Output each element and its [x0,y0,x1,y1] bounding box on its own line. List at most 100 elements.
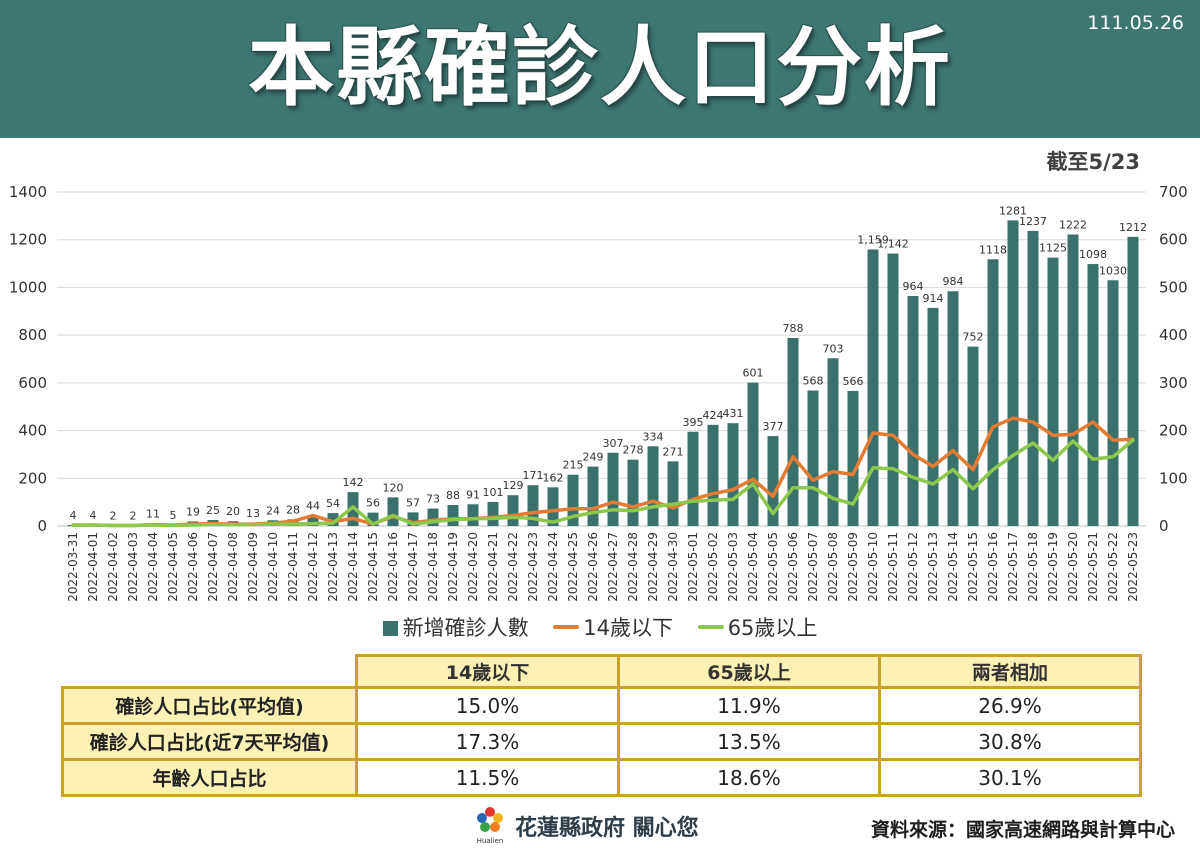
bar [727,423,739,526]
legend-label: 新增確診人數 [402,616,529,640]
logo-text: Hualien [477,837,504,845]
x-tick-label: 2022-05-09 [846,532,860,602]
table-cell: 18.6% [617,758,881,797]
table-cell: 11.9% [617,686,881,725]
bar-data-label: 1118 [979,243,1007,256]
bar [567,474,579,526]
bar [667,461,679,526]
legend-label: 65歲以上 [727,616,818,640]
x-tick-label: 2022-05-20 [1066,532,1080,602]
bar [367,512,379,526]
table-cell: 17.3% [355,722,620,761]
x-tick-label: 2022-04-23 [526,532,540,602]
bar-data-label: 4 [90,509,97,522]
bar-data-label: 395 [683,416,704,429]
header-banner: 本縣確診人口分析 111.05.26 [0,0,1200,138]
y-right-tick-label: 700 [1159,183,1188,201]
table-cell: 30.8% [878,722,1142,761]
x-tick-label: 2022-03-31 [66,532,80,602]
summary-table: 14歲以下 65歲以上 兩者相加 確診人口占比(平均值) 15.0% 11.9%… [61,654,1142,797]
bar-data-label: 424 [703,409,724,422]
bar-data-label: 25 [206,504,220,517]
data-source: 資料來源：國家高速網路與計算中心 [870,819,1175,841]
x-tick-label: 2022-05-06 [786,532,800,602]
bar [867,249,879,526]
x-tick-label: 2022-04-29 [646,532,660,602]
bar-data-label: 129 [503,479,524,492]
y-right-tick-label: 600 [1159,231,1188,249]
chart-legend: 新增確診人數 14歲以下 65歲以上 [0,614,1200,642]
bar [387,497,399,526]
table-row: 確診人口占比(平均值) 15.0% 11.9% 26.9% [61,686,1142,725]
bar [827,358,839,526]
bar-data-label: 914 [923,292,944,305]
bar [527,485,539,526]
y-right-tick-label: 300 [1159,374,1188,392]
x-tick-label: 2022-04-28 [626,532,640,602]
bar-data-label: 24 [266,504,280,517]
x-tick-label: 2022-04-10 [266,532,280,602]
bar-data-label: 271 [663,445,684,458]
bar-data-label: 11 [146,507,160,520]
bar [687,431,699,526]
y-right-tick-label: 100 [1159,469,1188,487]
bar-data-label: 215 [563,459,584,472]
bar [947,291,959,526]
x-tick-label: 2022-04-03 [126,532,140,602]
bar-data-label: 56 [366,497,380,510]
y-left-tick-label: 600 [18,374,47,392]
bar [1047,257,1059,526]
bar [787,338,799,526]
bar-data-label: 2 [110,510,117,523]
y-left-tick-label: 0 [37,517,47,535]
table-row-label: 確診人口占比(近7天平均值) [61,722,358,761]
x-tick-label: 2022-04-20 [466,532,480,602]
x-tick-label: 2022-05-05 [766,532,780,602]
bar-data-label: 91 [466,488,480,501]
x-tick-label: 2022-04-06 [186,532,200,602]
as-of-date: 截至5/23 [1046,150,1140,174]
bar-data-label: 44 [306,500,320,513]
bar [647,446,659,526]
x-tick-label: 2022-04-24 [546,532,560,602]
bar [627,459,639,526]
table-cell: 15.0% [355,686,620,725]
bar [887,253,899,526]
y-left-tick-label: 1400 [9,183,47,201]
bar-data-label: 278 [623,444,644,457]
table-cell: 11.5% [355,758,620,797]
x-tick-label: 2022-04-08 [226,532,240,602]
x-tick-label: 2022-04-26 [586,532,600,602]
bar [1127,236,1139,526]
x-tick-label: 2022-04-25 [566,532,580,602]
x-tick-label: 2022-05-16 [986,532,1000,602]
legend-item-new-cases: 新增確診人數 [382,614,529,642]
x-tick-label: 2022-04-14 [346,532,360,602]
legend-item-65-plus: 65歲以上 [697,614,818,642]
bar-data-label: 2 [130,510,137,523]
x-tick-label: 2022-05-02 [706,532,720,602]
bar-data-label: 249 [583,451,604,464]
bar-data-label: 307 [603,437,624,450]
bar-data-label: 20 [226,505,240,518]
x-tick-label: 2022-05-10 [866,532,880,602]
x-tick-label: 2022-05-14 [946,532,960,602]
bar-data-label: 431 [723,407,744,420]
bar [807,390,819,526]
bar-data-label: 19 [186,505,200,518]
x-tick-label: 2022-04-19 [446,532,460,602]
x-tick-label: 2022-05-19 [1046,532,1060,602]
bar [487,501,499,526]
y-right-tick-label: 200 [1159,422,1188,440]
x-tick-label: 2022-05-22 [1106,532,1120,602]
x-tick-label: 2022-04-04 [146,532,160,602]
y-right-tick-label: 400 [1159,326,1188,344]
bar [707,424,719,526]
bar-data-label: 566 [843,375,864,388]
bar-data-label: 57 [406,496,420,509]
bar-data-label: 5 [170,509,177,522]
y-right-tick-label: 500 [1159,278,1188,296]
bar-data-label: 984 [943,275,964,288]
x-tick-label: 2022-05-17 [1006,532,1020,602]
bar-data-label: 703 [823,342,844,355]
